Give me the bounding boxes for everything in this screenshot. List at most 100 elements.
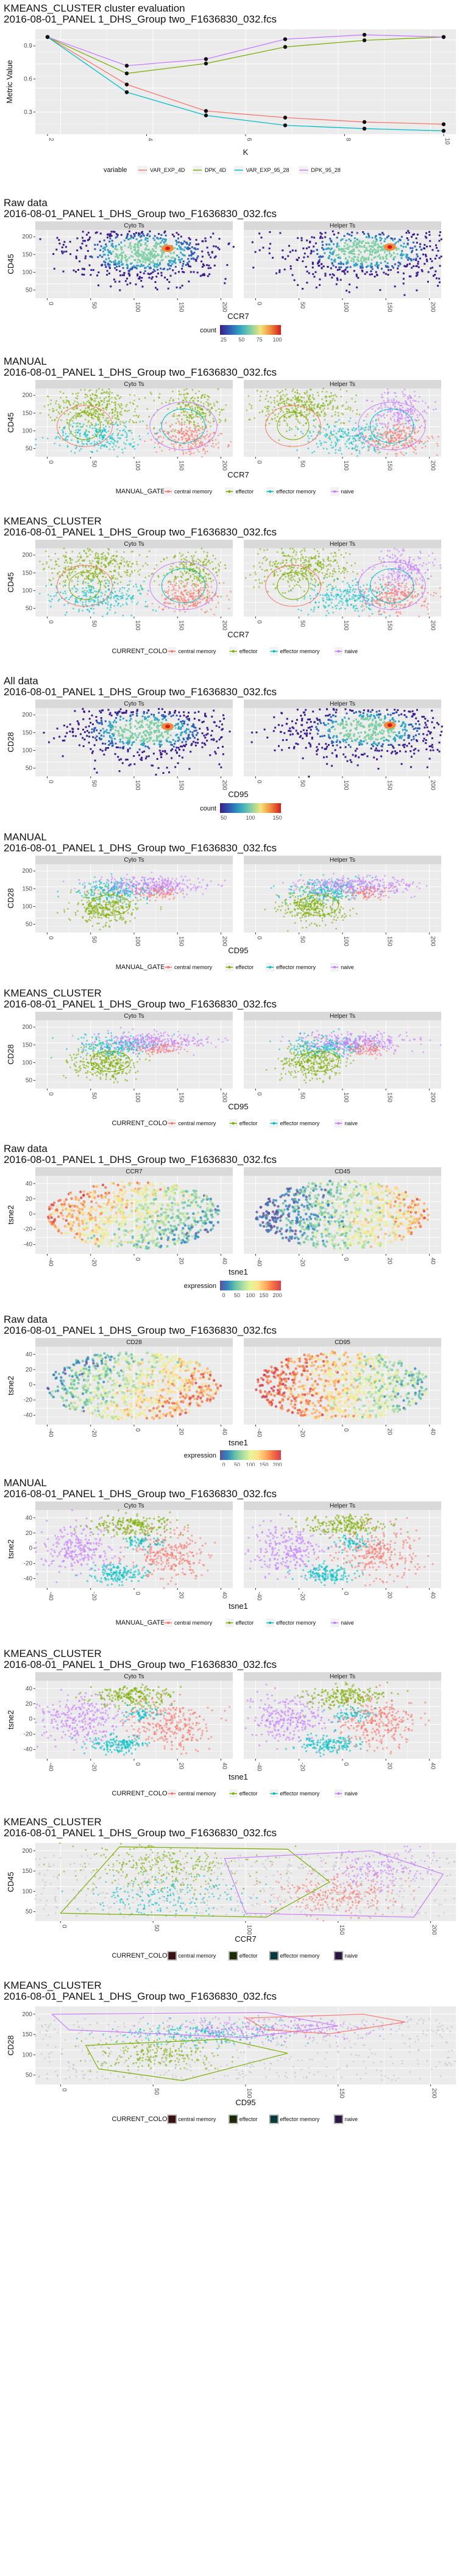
data-point [377,413,380,416]
data-point [129,573,132,576]
density-bin [351,257,353,260]
density-bin [389,252,391,255]
density-bin [160,250,163,252]
data-point [126,593,128,596]
data-point [58,404,60,406]
density-bin [378,254,381,256]
data-point [350,453,353,455]
data-point [90,600,92,603]
data-point [91,451,94,453]
data-point [56,564,58,565]
density-bin [406,256,408,258]
data-point [119,396,122,398]
data-point [93,412,95,414]
data-point [399,404,402,406]
data-point [219,411,221,413]
density-bin [180,251,182,254]
data-point [132,595,134,598]
data-point [66,438,68,441]
density-bin [333,243,335,245]
data-point [75,423,77,425]
data-point [201,426,204,428]
density-bin [355,275,358,277]
density-bin [119,274,122,276]
data-point [199,433,201,435]
data-point [86,570,88,572]
color-bar [220,325,281,335]
data-point [264,570,266,572]
density-bin [115,237,117,239]
data-point [71,393,74,395]
series-point [124,82,129,87]
data-point [138,554,141,556]
data-point [341,436,343,438]
data-point [295,418,297,420]
x-tick-label: 10 [444,138,450,145]
data-point [139,421,141,423]
data-point [388,431,390,434]
data-point [177,420,179,422]
density-bin [363,259,366,262]
data-point [332,446,335,448]
density-bin [143,272,145,274]
density-bin [160,274,163,277]
data-point [192,573,194,576]
data-point [417,430,420,432]
data-point [62,429,63,431]
data-point [169,399,171,401]
data-point [277,404,280,407]
data-point [292,413,294,416]
data-point [170,397,172,399]
data-point [86,590,88,592]
data-point [334,421,336,423]
data-point [367,441,370,443]
data-point [308,410,311,412]
data-point [67,565,69,568]
data-point [46,561,48,563]
data-point [83,403,85,406]
data-point [297,399,300,401]
density-bin [170,265,172,267]
data-point [417,419,420,421]
density-bin [150,250,152,252]
data-point [195,599,197,602]
density-bin [154,239,156,242]
data-point [144,576,147,579]
data-point [68,578,70,581]
data-point [358,434,360,437]
data-point [316,412,318,414]
data-point [396,453,398,455]
density-bin [165,234,167,237]
data-point [102,424,104,426]
density-bin [278,271,281,273]
data-point [177,440,179,443]
data-point [395,400,398,402]
data-point [188,443,190,446]
data-point [81,443,83,445]
density-bin [137,246,140,249]
density-bin [173,235,176,238]
data-point [196,436,199,438]
data-point [365,426,367,428]
density-bin [396,252,399,255]
data-point [161,449,163,452]
data-point [358,452,361,454]
y-tick-label: 0.3 [24,109,32,116]
data-point [390,440,392,442]
y-tick-label: 50 [26,287,33,294]
density-bin [413,233,415,235]
data-point [175,589,177,592]
density-bin [108,234,111,237]
density-bin [175,240,177,242]
data-point [200,608,202,610]
density-bin [144,270,146,272]
data-point [250,407,252,409]
density-bin [435,244,437,246]
data-point [58,565,60,567]
density-bin [400,252,403,255]
data-point [121,414,122,416]
data-point [108,448,111,451]
data-point [158,396,160,399]
legend-key-point [333,490,336,493]
data-point [308,437,310,440]
